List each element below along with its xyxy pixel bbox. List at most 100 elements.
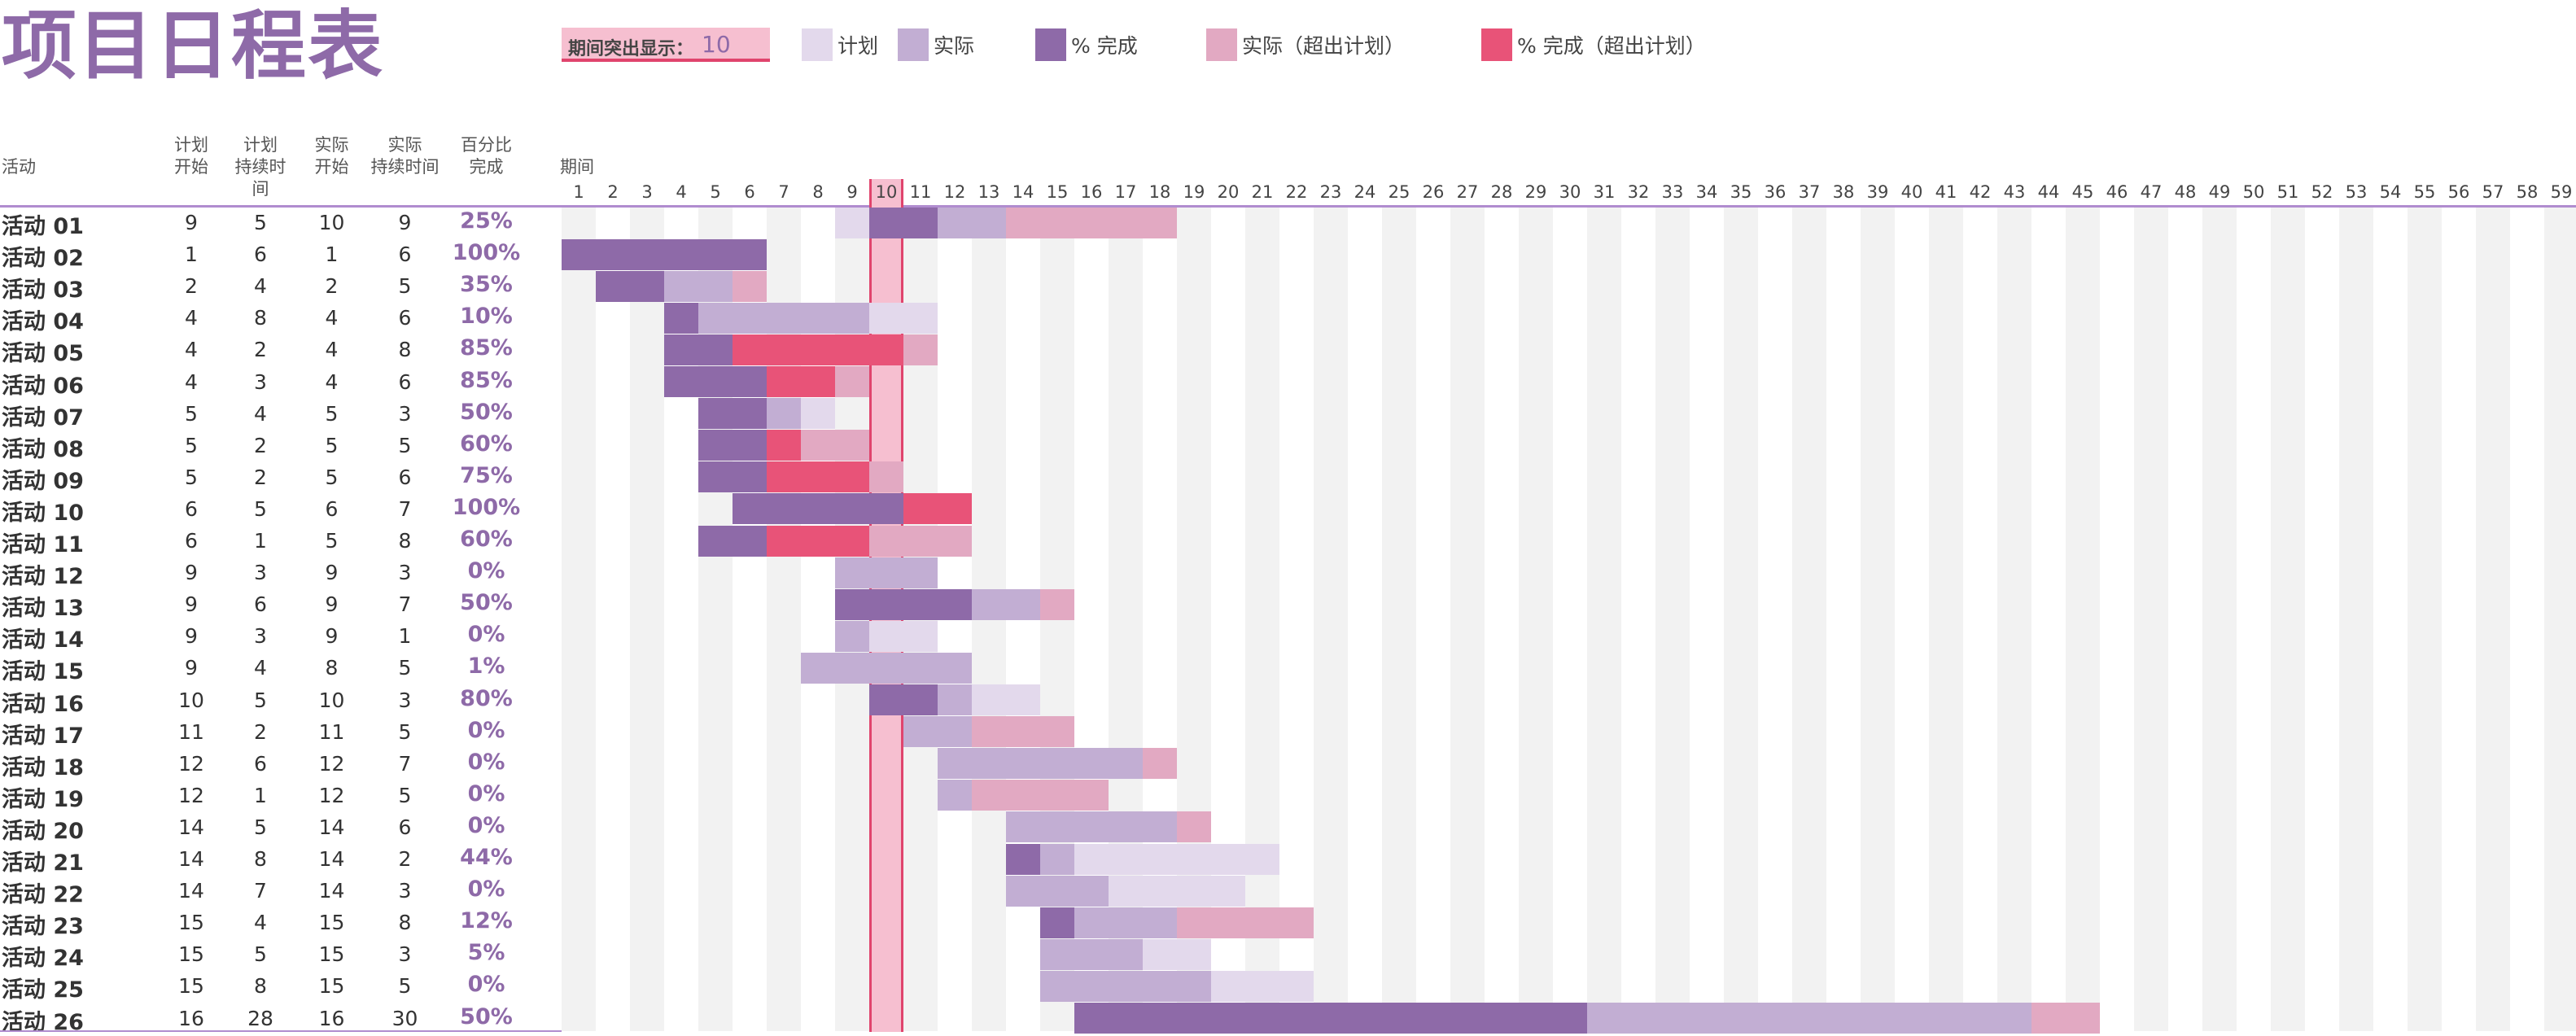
actual-over-plan-bar [972,780,1109,811]
period-column-stripe [2476,208,2510,1031]
actual-duration-cell: 9 [398,211,412,234]
period-number: 44 [2037,182,2060,202]
complete-over-plan-bar [733,334,903,365]
period-number: 21 [1251,182,1274,202]
period-number: 15 [1046,182,1069,202]
actual-start-cell: 15 [318,942,345,967]
complete-bar [596,270,664,302]
actual-start-cell: 4 [325,369,339,394]
percent-complete-cell: 60% [460,527,513,552]
actual-start-cell: 14 [318,815,345,839]
period-column-stripe [1245,208,1279,1031]
plan-duration-cell: 5 [254,211,267,234]
legend-item: 计划 [802,28,878,62]
actual-duration-cell: 5 [398,974,412,999]
period-highlight-control[interactable]: 期间突出显示： 10 [562,28,770,62]
complete-bar [1074,1003,1587,1034]
header-plan_duration: 计划 持续时间 [234,135,286,199]
period-number: 40 [1900,182,1923,202]
period-number: 19 [1183,182,1205,202]
plan-duration-cell: 2 [254,719,267,744]
period-number: 52 [2311,182,2333,202]
period-column-stripe [1519,208,1553,1031]
plan-start-cell: 9 [185,561,198,585]
activity-name: 活动 15 [2,659,84,685]
period-number: 8 [812,182,824,202]
plan-duration-cell: 8 [254,974,267,999]
activity-name: 活动 12 [2,564,84,590]
plan-duration-cell: 4 [254,656,267,680]
actual-duration-cell: 3 [398,879,412,903]
actual-duration-cell: 6 [398,815,412,839]
plan-start-cell: 6 [185,496,198,521]
plan-start-cell: 12 [178,783,204,807]
period-highlight-input[interactable]: 10 [702,31,731,58]
activity-name: 活动 18 [2,754,84,780]
actual-start-cell: 9 [325,624,339,649]
period-number: 36 [1764,182,1787,202]
header-period: 期间 [560,157,594,177]
plan-duration-cell: 28 [247,1006,273,1030]
complete-over-plan-bar [767,366,835,397]
period-number: 45 [2071,182,2094,202]
plan-duration-cell: 2 [254,338,267,362]
percent-complete-cell: 0% [467,558,505,584]
period-number: 29 [1524,182,1547,202]
period-number: 46 [2106,182,2128,202]
complete-bar [664,366,767,397]
actual-over-plan-bar [2031,1003,2100,1034]
activity-name: 活动 07 [2,404,84,431]
percent-complete-cell: 100% [452,494,521,520]
period-column-stripe [1724,208,1758,1031]
period-number: 32 [1627,182,1650,202]
actual-duration-cell: 6 [398,465,412,489]
legend-label: 实际（超出计划） [1242,34,1406,58]
period-number: 30 [1559,182,1581,202]
plan-duration-cell: 1 [254,783,267,807]
period-number: 42 [1969,182,1992,202]
percent-complete-cell: 85% [460,367,513,393]
period-number: 27 [1456,182,1479,202]
complete-bar [562,238,767,270]
plan-start-cell: 4 [185,306,198,330]
activity-name: 活动 06 [2,373,84,399]
plan-duration-cell: 6 [254,243,267,267]
complete-over-plan-bar [767,461,869,493]
plan-duration-cell: 4 [254,911,267,935]
actual-start-cell: 8 [325,656,339,680]
period-column-stripe [2134,208,2168,1031]
actual-start-cell: 9 [325,561,339,585]
period-column-stripe [1655,208,1690,1031]
period-column-stripe [1997,208,2031,1031]
legend-label: % 完成 [1071,34,1138,58]
complete-bar [664,334,733,365]
period-number: 10 [875,182,898,202]
percent-complete-cell: 5% [467,940,505,966]
actual-over-plan-bar [1143,748,1177,780]
actual-duration-cell: 5 [398,274,412,299]
actual-swatch-icon [898,28,929,61]
plan-start-cell: 15 [178,911,204,935]
actual-start-cell: 10 [318,688,345,712]
activity-name: 活动 25 [2,977,84,1003]
actual-start-cell: 16 [318,1006,345,1030]
actual-duration-cell: 6 [398,369,412,394]
actual-duration-cell: 5 [398,433,412,457]
actual-start-cell: 10 [318,211,345,234]
period-number: 37 [1798,182,1821,202]
actual-over-plan-bar [1040,588,1074,620]
percent-complete-cell: 50% [460,1003,513,1029]
period-number: 33 [1661,182,1684,202]
percent-complete-cell: 60% [460,431,513,457]
plan-start-cell: 5 [185,433,198,457]
period-number: 16 [1080,182,1103,202]
actual-bar [1006,875,1109,907]
plan-start-cell: 14 [178,879,204,903]
period-column-stripe [2202,208,2237,1031]
plan-start-cell: 15 [178,974,204,999]
plan-start-cell: 9 [185,592,198,617]
period-number: 56 [2447,182,2470,202]
actual-bar [938,780,972,811]
actual-duration-cell: 5 [398,656,412,680]
period-number: 41 [1935,182,1957,202]
